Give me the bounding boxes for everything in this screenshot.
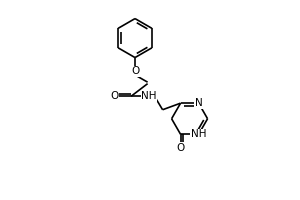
Text: N: N [195,98,203,108]
Text: NH: NH [141,91,157,101]
Text: NH: NH [191,129,206,139]
Text: O: O [131,66,139,76]
Text: O: O [176,143,185,153]
Text: O: O [110,91,119,101]
